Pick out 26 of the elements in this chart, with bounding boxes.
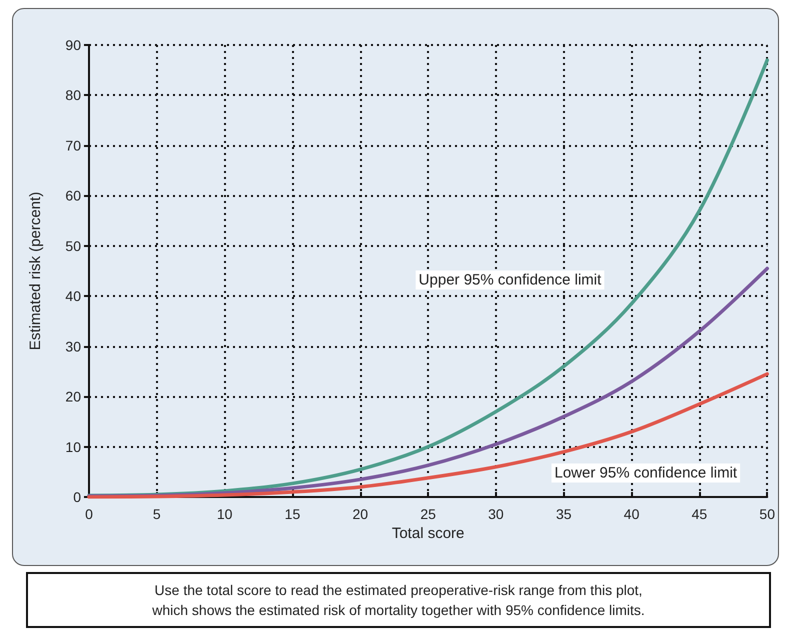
x-tick-label: 35 (556, 506, 572, 522)
x-tick-label: 5 (152, 506, 161, 522)
y-tick-label: 20 (65, 388, 82, 405)
y-tick-label: 50 (65, 238, 82, 254)
y-tick-label: 90 (65, 37, 82, 53)
annotation: Upper 95% confidence limit (418, 272, 602, 289)
y-tick-label: 0 (73, 489, 82, 505)
text: Use the total score to read the estimated preoperative-risk range from this plot, which shows the estimated risk of mortality together with 95% confidence limits. (26, 572, 771, 628)
x-tick-label: 15 (284, 506, 300, 522)
annotation: Lower 95% confidence limit (554, 464, 738, 482)
x-tick-label: 30 (488, 506, 504, 522)
x-tick-label: 50 (759, 506, 776, 522)
x-axis-title: Total score (392, 524, 464, 542)
x-tick-label: 20 (352, 506, 368, 522)
x-tick-label: 25 (420, 506, 436, 522)
x-tick-label: 40 (624, 506, 640, 522)
y-tick-label: 30 (65, 338, 82, 354)
y-tick-label: 60 (65, 188, 82, 204)
y-tick-label: 80 (65, 87, 82, 104)
x-tick-label: 0 (85, 506, 94, 522)
y-axis-title: Estimated risk (percent) (27, 192, 44, 350)
y-tick-label: 40 (65, 288, 82, 304)
x-tick-label: 45 (692, 506, 708, 522)
x-tick-label: 10 (216, 506, 233, 522)
y-tick-label: 70 (65, 137, 82, 154)
y-tick-label: 10 (65, 438, 82, 455)
